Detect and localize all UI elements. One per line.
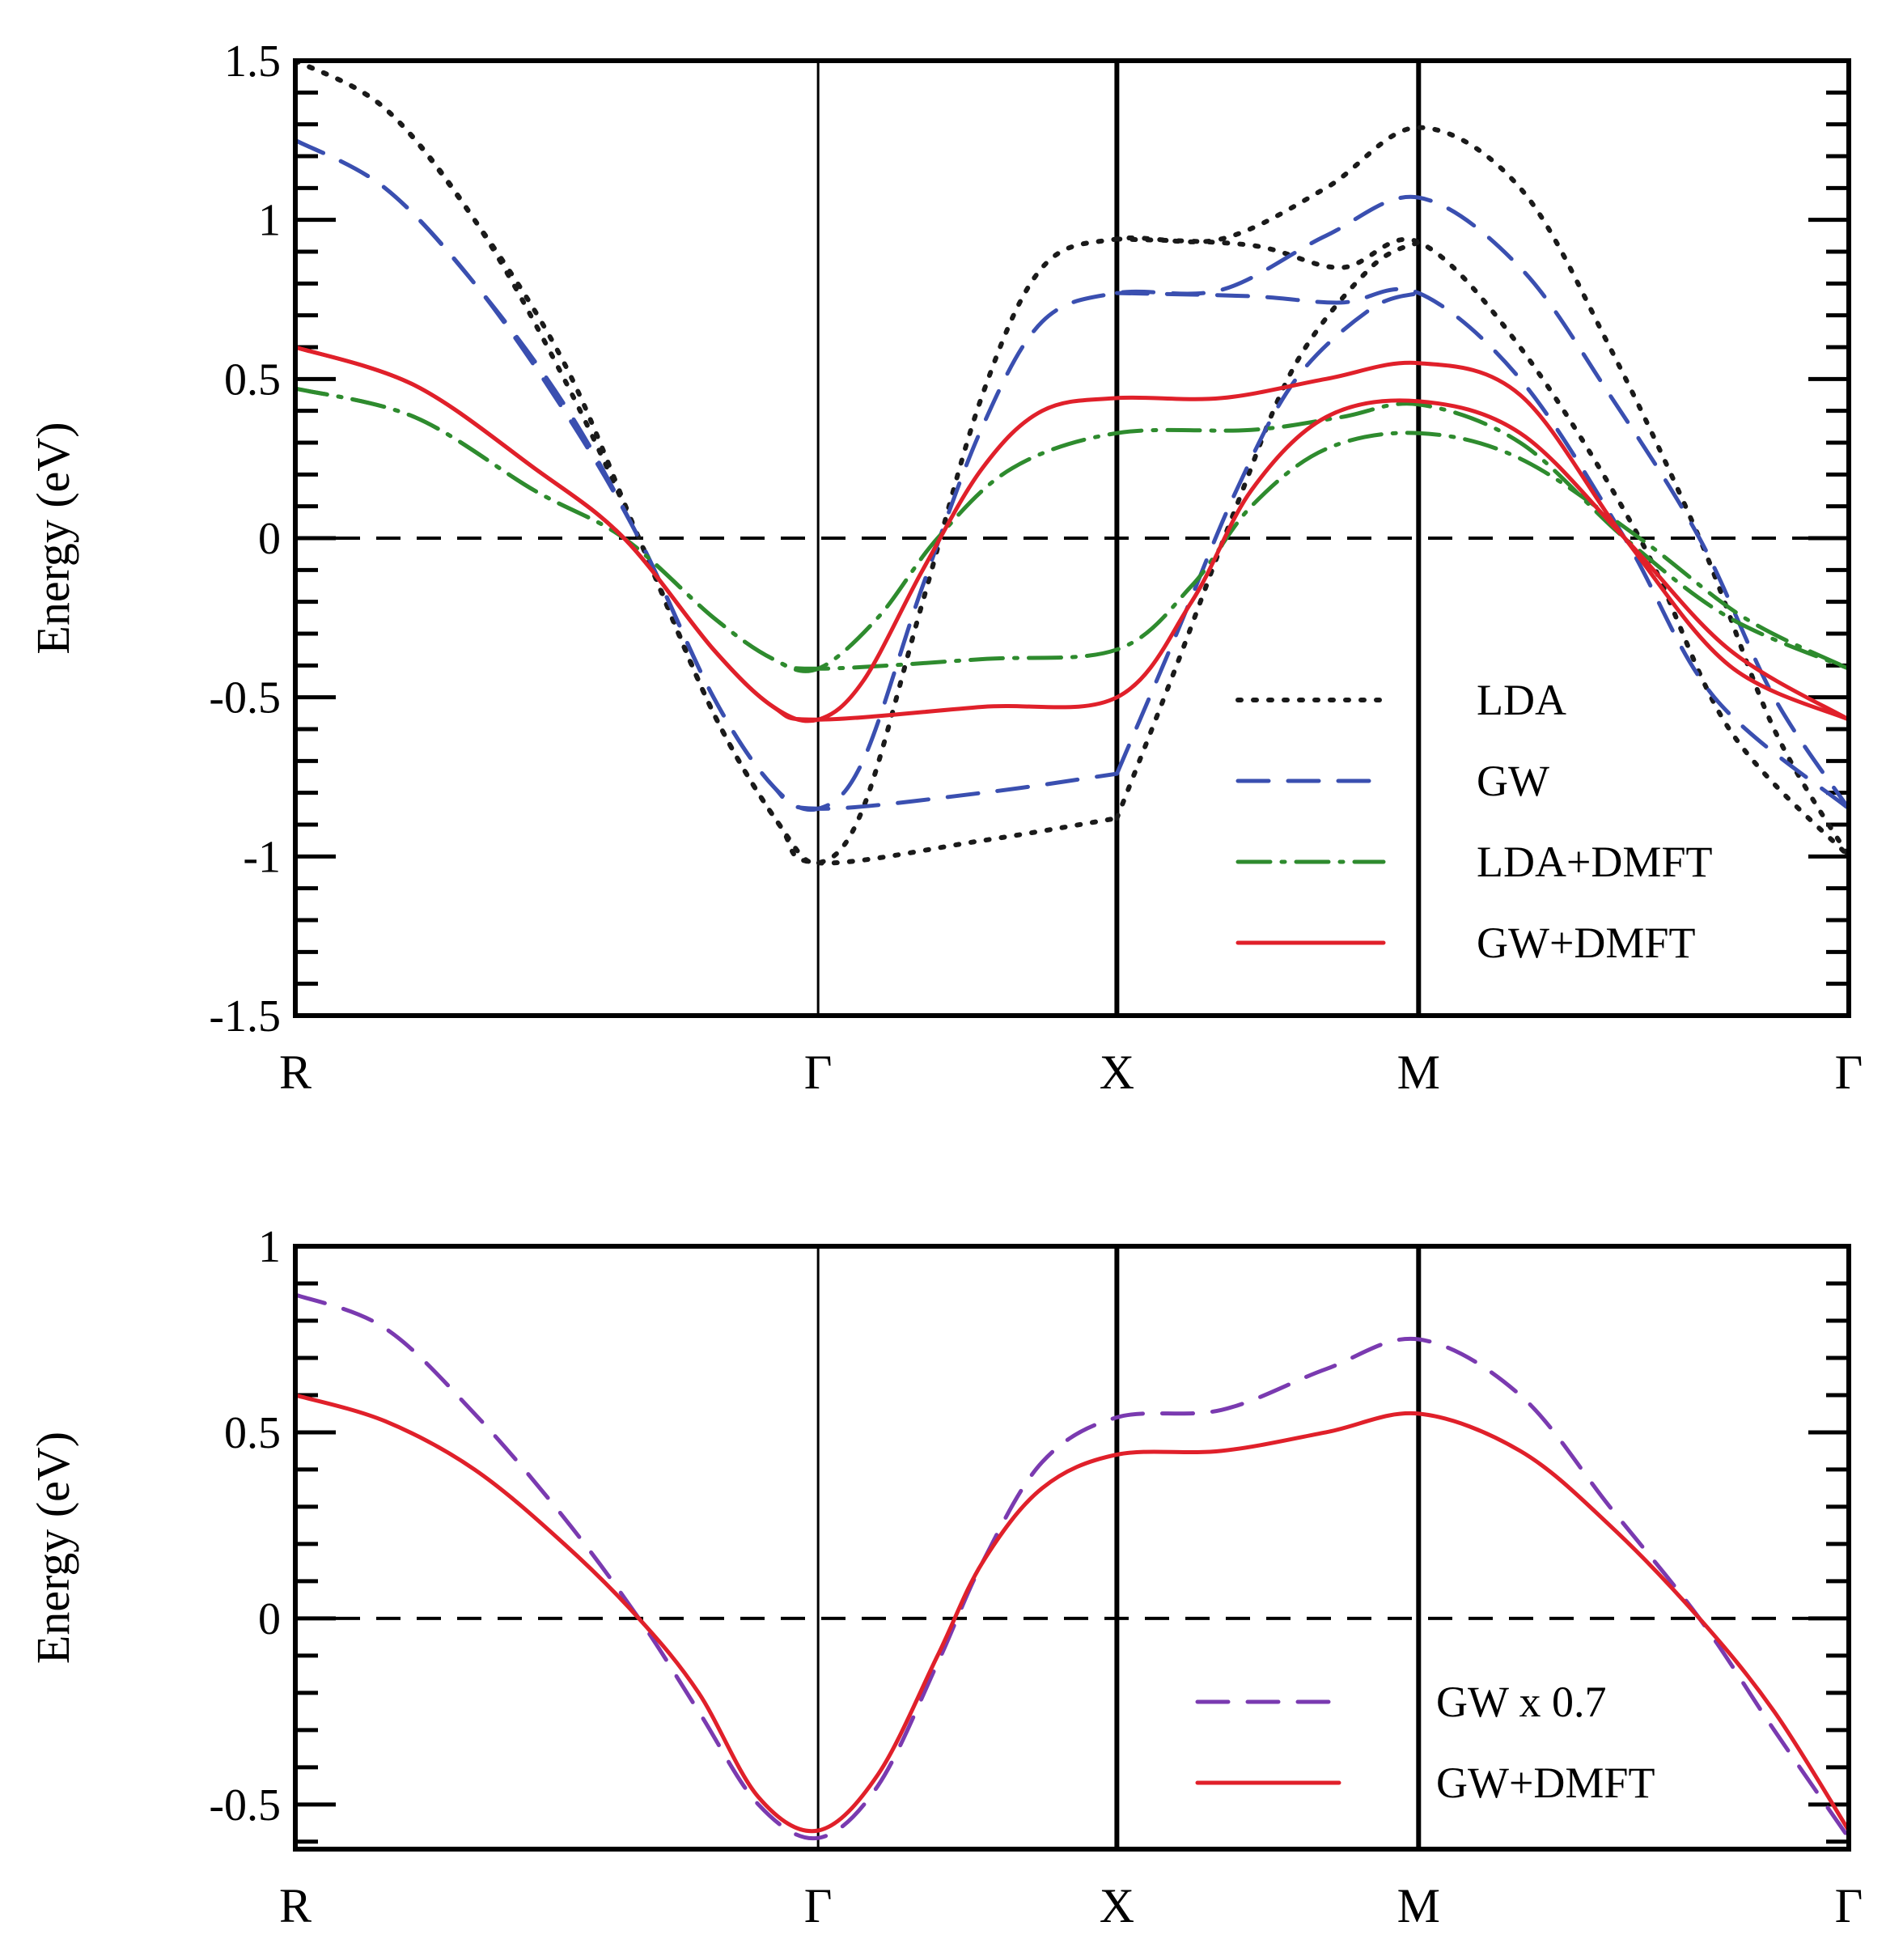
legend-label: GW+DMFT [1477,918,1695,967]
series-line-gw-x-0-7 [295,1292,1849,1841]
y-tick-label: 1 [258,196,281,246]
k-point-label: Γ [1835,1046,1863,1099]
series-line-gw [295,138,1849,812]
legend: GW x 0.7 GW+DMFT [1195,1678,1655,1807]
k-point-label: Γ [804,1879,833,1932]
k-point-label: X [1100,1879,1134,1932]
k-point-label: M [1397,1046,1440,1099]
series-line-lda-dmft [295,386,1849,674]
y-tick-label: 0.5 [224,1408,281,1458]
y-tick-label: 0 [258,1594,281,1644]
y-tick-label: -1.5 [209,991,281,1042]
y-tick-label: 1.5 [224,36,281,87]
plot-frame [293,1244,1851,1852]
legend-label: GW [1477,757,1549,805]
series-line-gw [1114,286,1849,811]
series-line-gw [1114,291,1421,776]
series-line-gw [295,138,1119,811]
legend-label: LDA [1477,676,1566,724]
y-axis-title: Energy (eV) [27,1432,79,1664]
k-point-label: R [279,1879,312,1932]
y-axis-title: Energy (eV) [27,422,79,654]
y-tick-label: 0 [258,514,281,564]
series-line-lda [295,61,1120,866]
legend-label: GW+DMFT [1436,1758,1655,1807]
series-group [295,1292,1849,1841]
legend-label: GW x 0.7 [1436,1678,1607,1726]
y-tick-label: 0.5 [224,354,281,405]
k-point-label: Γ [804,1046,833,1099]
legend-label: LDA+DMFT [1477,838,1712,886]
y-tick-label: 1 [258,1222,281,1272]
plot-frame [293,58,1851,1018]
y-tick-label: -1 [243,832,281,882]
k-point-label: Γ [1835,1879,1863,1932]
series-line-gw-dmft [295,1393,1849,1834]
y-tick-label: -0.5 [209,673,281,723]
chart-panel-2: 1 0.5 0 -0.5 R Γ X M Γ Energy (eV) GW x 0.7 GW+DMFT [27,1222,1863,1932]
y-tick-label: -0.5 [209,1780,281,1831]
legend: LDA GW LDA+DMFT GW+DMFT [1235,676,1712,967]
k-point-label: M [1397,1879,1440,1932]
series-line-gw-dmft [295,345,1849,723]
k-point-label: X [1100,1046,1134,1099]
k-point-label: R [279,1046,312,1099]
series-group [295,61,1849,866]
series-line-lda [1114,240,1422,821]
